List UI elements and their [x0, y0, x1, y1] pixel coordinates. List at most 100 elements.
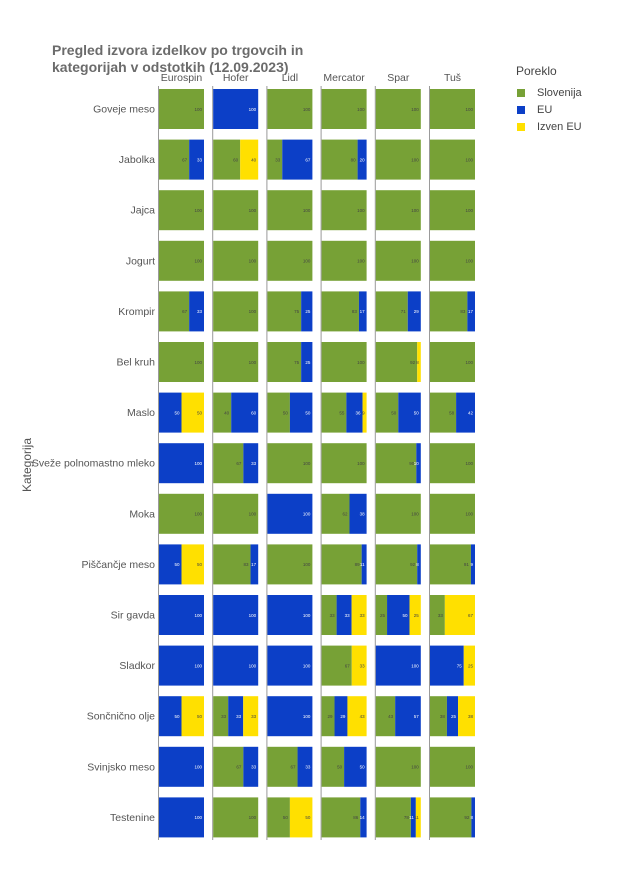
bar-lidl-jajca-slovenija — [267, 190, 313, 231]
bar-mercator-jajca-slovenija — [321, 190, 367, 231]
bar-mercator-soncnicno-olje-eu — [334, 696, 348, 737]
bar-mercator-piscancje-meso-slovenija — [321, 544, 362, 585]
legend-item-izven-eu[interactable]: Izven EU — [516, 118, 582, 135]
bar-spar-svinjsko-meso-slovenija — [375, 746, 421, 787]
bar-hofer-jabolka-slovenija-label: 60 — [233, 157, 239, 162]
bar-lidl-sir-gavda-eu-label: 100 — [303, 613, 311, 618]
bar-tus-sveze-polnomastno-mleko-slovenija-label: 100 — [465, 461, 473, 466]
bar-tus-sir-gavda-slovenija — [430, 595, 445, 635]
bar-lidl-testenine-izven-eu — [289, 797, 313, 838]
bar-mercator-testenine-eu — [360, 797, 367, 838]
bar-hofer-sladkor-eu-label: 100 — [249, 663, 257, 668]
bar-mercator-sladkor-izven-eu-label: 33 — [360, 663, 366, 668]
bar-spar-soncnicno-olje-eu — [395, 696, 421, 737]
bar-tus-sladkor-izven-eu-label: 25 — [468, 663, 474, 668]
bar-hofer-soncnicno-olje-izven-eu — [243, 696, 259, 737]
bar-spar-jogurt-slovenija-label: 100 — [411, 259, 419, 264]
bar-hofer-soncnicno-olje-izven-eu-label: 33 — [251, 714, 257, 719]
bar-tus-sladkor-eu-label: 75 — [457, 663, 463, 668]
bar-mercator-moka-eu — [349, 493, 367, 534]
panel-header-hofer: Hofer — [223, 72, 249, 84]
bar-lidl-maslo-eu — [289, 392, 313, 433]
bar-mercator-sladkor-izven-eu — [351, 645, 367, 686]
bar-lidl-testenine-izven-eu-label: 50 — [305, 815, 311, 820]
y-axis-title-box: Kategorija — [18, 438, 58, 492]
bar-lidl-soncnicno-olje-eu-label: 100 — [303, 714, 311, 719]
bar-lidl-piscancje-meso-slovenija — [267, 544, 313, 585]
bar-mercator-sir-gavda-eu-label: 33 — [345, 613, 351, 618]
bar-tus-maslo-eu-label: 42 — [468, 410, 474, 415]
bar-spar-sir-gavda-eu — [387, 595, 410, 635]
bar-spar-maslo-slovenija — [375, 392, 399, 433]
bar-hofer-sir-gavda-eu-label: 100 — [249, 613, 257, 618]
bar-mercator-moka-eu-label: 38 — [360, 512, 366, 517]
bar-eurospin-goveje-meso-slovenija — [159, 89, 204, 129]
bar-hofer-sveze-polnomastno-mleko-eu-label: 33 — [251, 461, 257, 466]
bar-spar-goveje-meso-slovenija-label: 100 — [411, 107, 419, 112]
bar-mercator-jabolka-eu-label: 20 — [360, 157, 366, 162]
bar-tus-piscancje-meso-eu-label: 9 — [470, 562, 473, 567]
bar-mercator-jogurt-slovenija — [321, 240, 367, 281]
bar-lidl-maslo-slovenija — [267, 392, 290, 433]
bar-mercator-svinjsko-meso-slovenija-label: 50 — [337, 765, 343, 770]
bar-hofer-sveze-polnomastno-mleko-slovenija — [213, 443, 244, 484]
bar-lidl-jajca-slovenija-label: 100 — [303, 208, 311, 213]
bar-mercator-jogurt-slovenija-label: 100 — [357, 259, 365, 264]
bar-spar-bel-kruh-slovenija — [375, 342, 418, 382]
category-label-moka: Moka — [129, 508, 155, 520]
panel-header-lidl: Lidl — [282, 72, 298, 84]
bar-spar-krompir-eu — [407, 291, 421, 332]
bar-tus-sladkor-eu — [430, 645, 464, 686]
bar-hofer-sir-gavda-eu — [213, 595, 259, 635]
bar-spar-soncnicno-olje-eu-label: 57 — [414, 714, 420, 719]
legend-swatch-slovenija — [517, 88, 525, 97]
bar-eurospin-krompir-slovenija-label: 67 — [182, 309, 188, 314]
bar-hofer-bel-kruh-slovenija-label: 100 — [249, 360, 257, 365]
bar-mercator-maslo-eu-label: 36 — [356, 410, 362, 415]
bar-hofer-bel-kruh-slovenija — [213, 342, 259, 382]
bar-mercator-goveje-meso-slovenija-label: 100 — [357, 107, 365, 112]
bar-lidl-soncnicno-olje-eu — [267, 696, 313, 737]
legend-item-slovenija[interactable]: Slovenija — [516, 84, 582, 101]
bar-tus-goveje-meso-slovenija-label: 100 — [465, 107, 473, 112]
bar-spar-sir-gavda-slovenija-label: 25 — [380, 613, 386, 618]
bar-lidl-jogurt-slovenija — [267, 240, 313, 281]
bar-mercator-krompir-eu — [358, 291, 367, 332]
bar-mercator-jabolka-slovenija-label: 80 — [351, 157, 357, 162]
bar-lidl-krompir-slovenija — [267, 291, 302, 332]
bar-eurospin-jogurt-slovenija-label: 100 — [194, 259, 202, 264]
panel-header-eurospin: Eurospin — [161, 72, 203, 84]
bar-tus-moka-slovenija-label: 100 — [465, 512, 473, 517]
bar-mercator-sir-gavda-slovenija-label: 33 — [330, 613, 336, 618]
bar-spar-moka-slovenija-label: 100 — [411, 512, 419, 517]
bar-tus-sveze-polnomastno-mleko-slovenija — [430, 443, 475, 484]
bar-hofer-soncnicno-olje-eu — [228, 696, 244, 737]
bar-mercator-piscancje-meso-eu — [361, 544, 367, 585]
bar-lidl-testenine-slovenija — [267, 797, 290, 838]
bar-hofer-moka-slovenija — [213, 493, 259, 534]
bar-spar-sir-gavda-eu-label: 50 — [403, 613, 409, 618]
bar-hofer-krompir-slovenija-label: 100 — [249, 309, 257, 314]
bar-lidl-goveje-meso-slovenija-label: 100 — [303, 107, 311, 112]
bar-mercator-maslo-izven-eu — [362, 392, 367, 433]
legend-item-eu[interactable]: EU — [516, 101, 582, 118]
bar-hofer-maslo-slovenija — [213, 392, 232, 433]
bar-tus-maslo-slovenija-label: 58 — [449, 410, 455, 415]
bar-hofer-svinjsko-meso-slovenija — [213, 746, 244, 787]
bar-tus-krompir-slovenija-label: 83 — [460, 309, 466, 314]
bar-eurospin-soncnicno-olje-izven-eu-label: 50 — [197, 714, 203, 719]
bar-tus-piscancje-meso-eu — [470, 544, 475, 585]
bar-eurospin-sveze-polnomastno-mleko-eu — [159, 443, 204, 484]
bar-tus-maslo-slovenija — [430, 392, 457, 433]
category-label-svinjsko-meso: Svinjsko meso — [87, 761, 155, 773]
bar-mercator-jabolka-eu — [357, 139, 367, 180]
bar-tus-jogurt-slovenija — [430, 240, 475, 281]
bar-hofer-jabolka-slovenija — [213, 139, 241, 180]
bar-tus-goveje-meso-slovenija — [430, 89, 475, 129]
bar-tus-soncnicno-olje-slovenija — [430, 696, 447, 737]
category-label-goveje-meso: Goveje meso — [93, 104, 155, 116]
legend-title: Poreklo — [516, 64, 557, 78]
bar-eurospin-sir-gavda-eu — [159, 595, 204, 635]
bar-spar-sir-gavda-izven-eu-label: 25 — [414, 613, 420, 618]
